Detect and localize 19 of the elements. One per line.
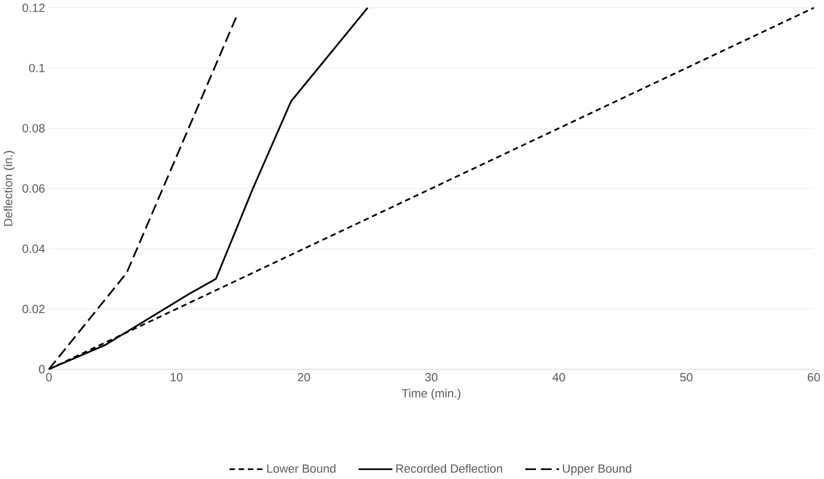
x-axis-title: Time (min.) xyxy=(402,389,460,400)
legend-label: Lower Bound xyxy=(267,464,336,473)
y-tick-label: 0.12 xyxy=(22,4,45,12)
x-tick-label: 60 xyxy=(808,373,820,382)
y-tick-label: 0.08 xyxy=(22,124,45,133)
y-tick-label: 0.04 xyxy=(22,244,45,254)
y-tick-label: 0 xyxy=(38,365,45,374)
y-axis-title: Deflection (in.) xyxy=(4,151,15,226)
legend-label: Upper Bound xyxy=(562,464,632,476)
x-tick-label: 40 xyxy=(552,373,565,382)
x-tick-label: 50 xyxy=(680,373,692,382)
y-tick-label: 0.06 xyxy=(22,184,45,193)
x-tick-label: 0 xyxy=(46,373,52,382)
y-tick-label: 0.02 xyxy=(22,304,45,314)
x-tick-label: 10 xyxy=(170,373,183,382)
x-tick-label: 30 xyxy=(425,373,438,382)
x-tick-label: 20 xyxy=(298,373,310,382)
legend-label: Recorded Deflection xyxy=(396,464,502,473)
y-tick-label: 0.1 xyxy=(29,64,45,72)
